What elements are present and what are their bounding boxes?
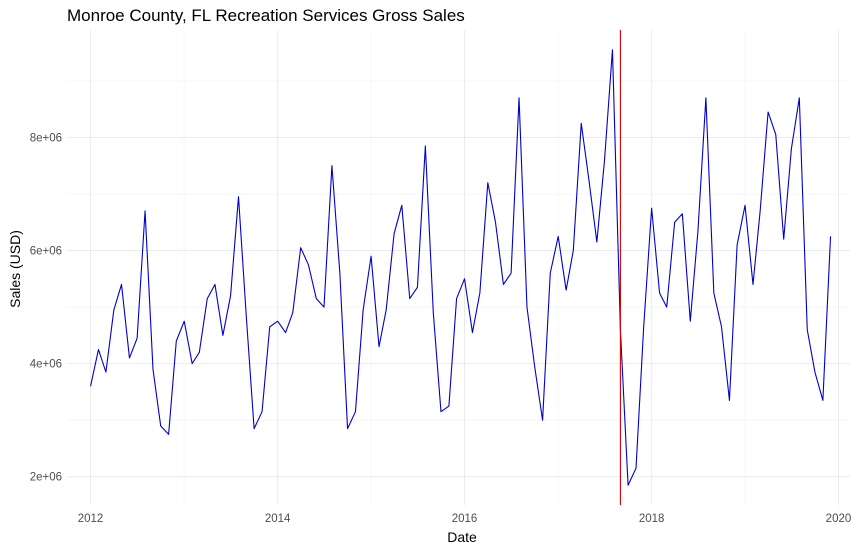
series-line — [90, 49, 832, 486]
y-tick-label: 2e+06 — [30, 472, 62, 484]
chart-title: Monroe County, FL Recreation Services Gr… — [67, 6, 465, 25]
x-tick-label: 2018 — [639, 513, 665, 525]
x-tick-label: 2016 — [452, 513, 478, 525]
y-tick-label: 6e+06 — [30, 246, 62, 258]
x-axis-title: Date — [447, 529, 477, 545]
y-tick-label: 4e+06 — [30, 359, 62, 371]
x-tick-label: 2012 — [78, 513, 104, 525]
x-tick-labels: 2012 2014 2016 2018 2020 — [78, 513, 852, 525]
y-tick-label: 8e+06 — [30, 132, 62, 144]
series-layer — [90, 49, 832, 486]
major-gridlines — [67, 30, 850, 505]
minor-gridlines — [67, 30, 850, 505]
y-axis-title: Sales (USD) — [7, 230, 23, 308]
x-tick-label: 2014 — [265, 513, 291, 525]
x-tick-label: 2020 — [826, 513, 852, 525]
y-tick-labels: 2e+06 4e+06 6e+06 8e+06 — [30, 132, 62, 483]
